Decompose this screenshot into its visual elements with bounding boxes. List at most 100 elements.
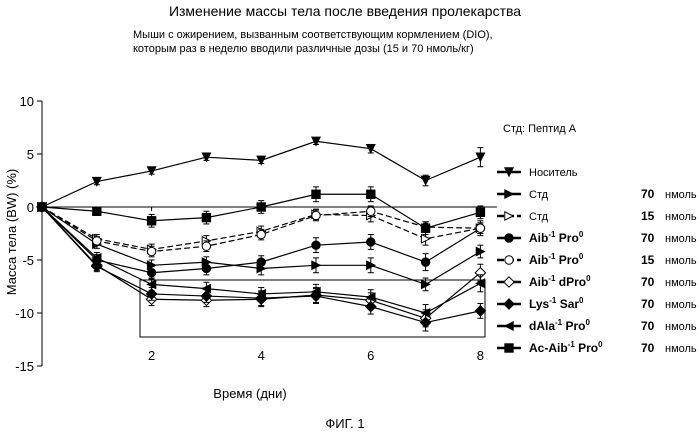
legend-marker [504,255,514,265]
data-point [310,136,322,147]
legend-label: dAla-1 Pro0 [529,318,590,333]
y-tick-label: -5 [22,253,34,268]
series-9 [37,186,486,236]
data-point [146,268,157,278]
y-tick-label: -15 [15,359,34,374]
y-tick-label: 5 [27,147,34,162]
data-point [420,175,431,186]
legend-unit: нмоль [665,189,697,201]
legend-entry-6: Aib-1 dPro0 70 нмоль [497,274,697,289]
legend-unit: нмоль [665,321,697,333]
data-point [91,252,102,263]
data-point [475,207,486,218]
data-point [475,223,486,233]
data-point [201,263,212,274]
data-point [256,155,267,166]
data-point [91,176,102,187]
data-point [311,240,321,250]
legend-dose: 70 [641,187,655,201]
legend-unit: нмоль [665,211,697,223]
legend-marker [503,276,515,288]
data-point [420,257,431,267]
legend-unit: нмоль [665,343,697,355]
data-point [311,189,321,199]
series-4 [37,202,486,280]
series-line [41,206,481,253]
legend-label: Стд [529,211,549,223]
legend-dose: 70 [641,341,655,355]
data-point [146,246,157,257]
data-point [201,212,212,223]
chart-subtitle-line1: Мыши с ожирением, вызванным соответствую… [133,29,493,41]
legend-dose: 70 [641,319,655,333]
data-point [90,260,103,273]
data-point [475,152,486,163]
chart-subtitle-line2: которым раз в неделю вводили различные д… [133,43,474,55]
series-line [41,140,481,208]
x-tick-label: 4 [258,348,265,363]
series-2 [37,201,486,292]
data-point [475,246,486,257]
highlight-box [139,279,486,338]
x-tick-label: 8 [477,348,484,363]
legend-entry-2: Стд 70 нмоль [497,187,697,201]
data-point [420,233,431,244]
legend-marker [503,167,515,178]
legend: Носитель Стд 70 нмоль Стд 15 нмоль Aib-1 Pro0 70… [497,167,697,355]
y-tick-label: -10 [15,306,34,321]
legend-label: Aib-1 Pro0 [529,252,584,267]
legend-entry-5: Aib-1 Pro0 15 нмоль [497,252,697,267]
data-point [256,229,266,240]
data-point [310,286,321,297]
data-point [474,304,487,317]
data-point [475,278,486,289]
legend-label: Стд [529,189,549,201]
legend-label: Aib-1 Pro0 [529,230,584,245]
data-point [146,279,157,290]
legend-dose: 70 [641,297,655,311]
legend-dose: 15 [641,209,655,223]
y-tick-label: 0 [27,200,34,215]
legend-marker [504,343,514,353]
data-point [200,290,213,302]
legend-marker [503,320,514,332]
legend-entry-3: Стд 15 нмоль [497,209,697,223]
data-point [37,202,47,212]
y-tick-label: 10 [20,94,34,109]
data-point [366,189,376,199]
legend-dose: 70 [641,275,655,289]
legend-unit: нмоль [665,255,697,267]
legend-unit: нмоль [665,233,697,245]
x-tick-label: 2 [148,348,155,363]
data-point [256,202,266,212]
std-note: Стд: Пептид А [503,123,577,135]
data-point [146,166,157,177]
legend-label: Ac-Aib-1 Pro0 [529,340,603,355]
data-point [311,210,321,221]
data-point [420,307,431,319]
data-point [419,316,432,329]
legend-marker [504,188,515,200]
data-point [365,144,376,155]
legend-marker [504,233,514,243]
data-point [256,257,266,267]
legend-entry-9: Ac-Aib-1 Pro0 70 нмоль [497,340,697,355]
y-axis-label: Масса тела (BW) (%) [4,169,19,296]
data-point [311,260,322,271]
legend-entry-4: Aib-1 Pro0 70 нмоль [497,230,697,245]
legend-marker [504,210,515,222]
legend-marker [503,298,515,310]
legend-label: Aib-1 dPro0 [529,274,591,289]
legend-unit: нмоль [665,277,697,289]
data-point [201,152,212,163]
legend-dose: 15 [641,253,655,267]
data-point [201,283,212,294]
figure-label: ФИГ. 1 [325,416,364,431]
series-1 [36,136,486,213]
data-point [145,288,158,300]
data-point [366,260,377,271]
chart-title: Изменение массы тела после введения прол… [169,3,521,19]
data-point [201,241,212,251]
legend-entry-8: dAla-1 Pro0 70 нмоль [497,318,697,333]
